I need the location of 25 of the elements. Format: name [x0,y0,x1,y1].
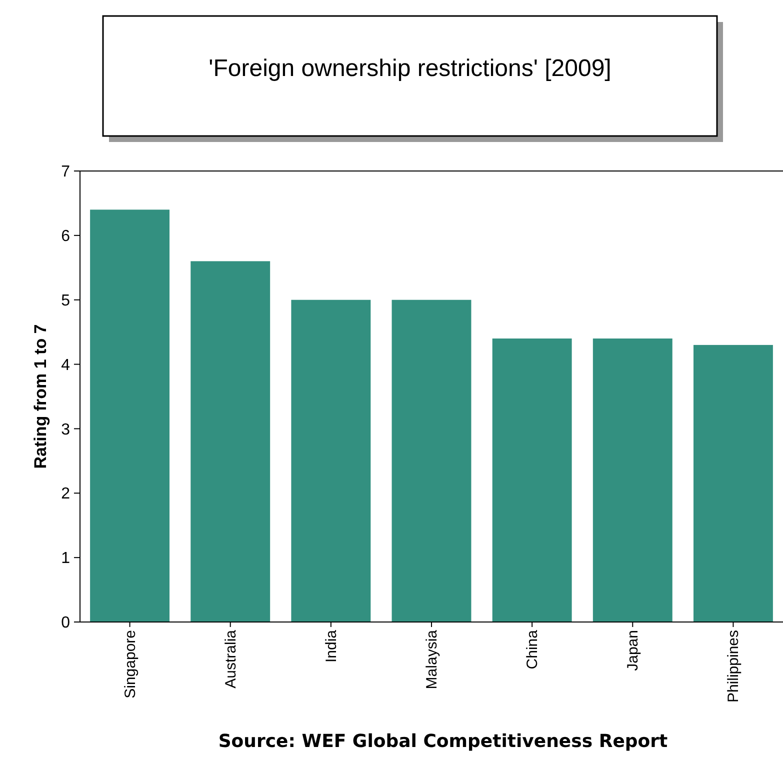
y-tick-label: 1 [61,550,70,568]
x-tick-label: India [322,629,340,663]
y-tick-label: 3 [61,421,70,438]
y-tick-label: 7 [61,164,70,181]
bar [90,210,170,622]
bar [492,338,572,622]
source-note: Source: WEF Global Competitiveness Report [218,731,668,752]
chart-title: 'Foreign ownership restrictions' [2009] [208,55,612,82]
bar [693,344,773,622]
x-tick-label: China [524,629,542,670]
y-tick-label: 6 [61,228,70,246]
y-tick-label: 4 [61,356,70,374]
bar [592,338,672,622]
y-tick-label: 0 [61,614,70,632]
bar [291,300,371,622]
x-tick-label: Singapore [122,630,139,698]
bar [190,261,270,622]
x-tick-label: Philippines [725,630,742,703]
x-tick-label: Japan [624,630,642,671]
y-tick-label: 2 [61,486,70,503]
y-axis-title: Rating from 1 to 7 [31,324,50,469]
y-tick-label: 5 [61,292,70,310]
x-tick-label: Australia [222,629,240,688]
bar [392,300,472,622]
x-tick-label: Malaysia [424,629,440,690]
